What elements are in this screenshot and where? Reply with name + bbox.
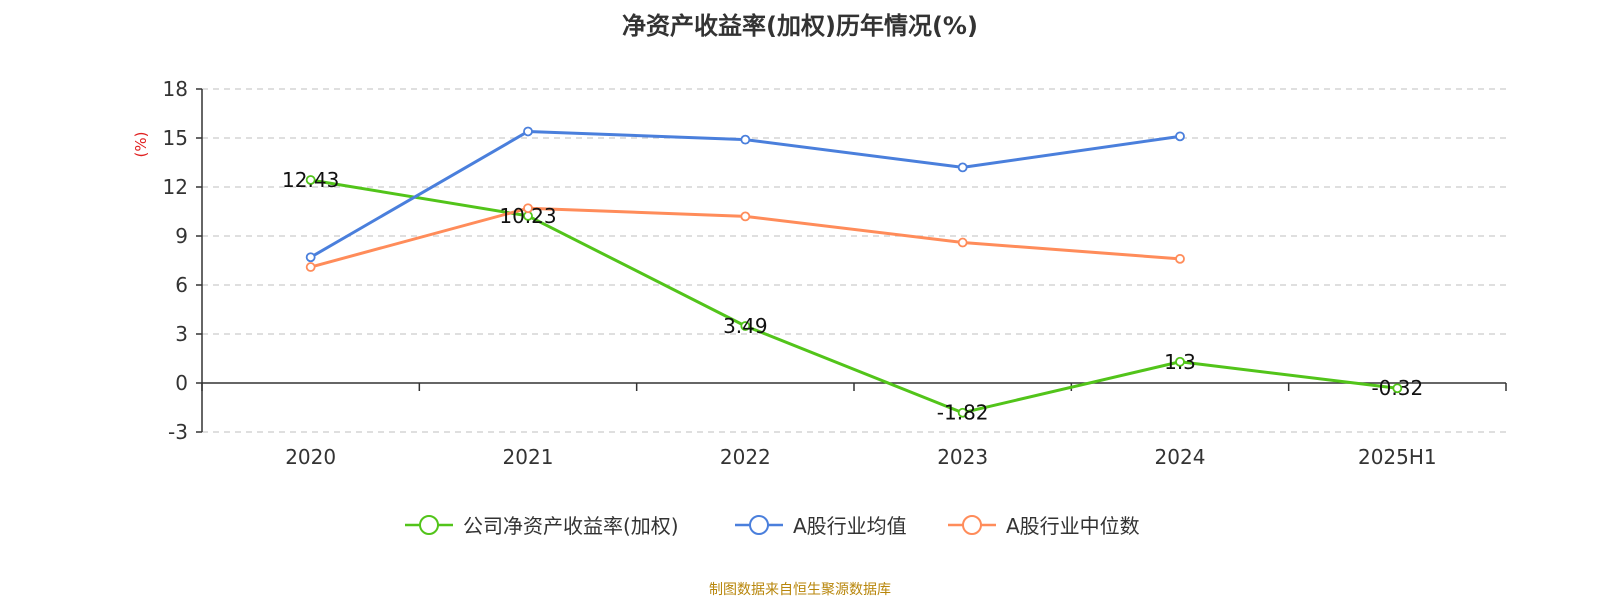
x-tick-label: 2024 xyxy=(1155,445,1206,469)
axes: -3 0 3 6 9 12 15 18 (%) 2020 2021 2022 2023 2024 2025H… xyxy=(132,77,1507,469)
y-tick-label: 0 xyxy=(175,371,188,395)
data-point[interactable] xyxy=(1175,131,1185,142)
series-line-1 xyxy=(310,178,1398,415)
y-tick-label: 18 xyxy=(163,77,188,101)
data-point[interactable] xyxy=(740,211,751,222)
legend-marker xyxy=(419,515,439,535)
data-point[interactable] xyxy=(1175,253,1185,264)
data-point[interactable] xyxy=(305,252,316,263)
source-note: 制图数据来自恒生聚源数据库 xyxy=(709,582,891,598)
legend-item-1[interactable]: 公司净资产收益率(加权) xyxy=(405,514,679,538)
data-label: -0.32 xyxy=(1371,376,1423,400)
y-tick-label: 6 xyxy=(175,273,188,297)
legend-label: 公司净资产收益率(加权) xyxy=(463,514,679,538)
data-label: 10.23 xyxy=(499,204,556,228)
data-labels: 12.43 10.23 3.49 -1.82 1.3 -0.32 xyxy=(282,168,1423,425)
x-tick-label: 2021 xyxy=(503,445,554,469)
series-lines xyxy=(305,126,1403,418)
y-tick-label: -3 xyxy=(168,420,188,444)
data-label: 3.49 xyxy=(723,314,768,338)
x-tick-label: 2020 xyxy=(285,445,336,469)
x-tick-label: 2022 xyxy=(720,445,771,469)
data-point[interactable] xyxy=(305,262,316,272)
legend-label: A股行业中位数 xyxy=(1006,514,1140,538)
series-line-2 xyxy=(309,129,1181,259)
data-point[interactable] xyxy=(1392,383,1403,394)
chart-title: 净资产收益率(加权)历年情况(%) xyxy=(622,12,978,40)
legend-item-3[interactable]: A股行业中位数 xyxy=(948,514,1140,538)
data-point[interactable] xyxy=(740,321,751,331)
y-tick-label: 3 xyxy=(175,322,188,346)
data-label: 12.43 xyxy=(282,168,339,192)
data-point[interactable] xyxy=(1175,356,1185,367)
x-tick-label: 2023 xyxy=(937,445,988,469)
legend-marker xyxy=(962,515,982,535)
data-point[interactable] xyxy=(523,126,533,137)
data-label: 1.3 xyxy=(1164,350,1196,374)
y-tick-label: 9 xyxy=(175,224,188,248)
data-label: -1.82 xyxy=(937,401,989,425)
data-point[interactable] xyxy=(957,237,968,248)
data-point[interactable] xyxy=(957,407,968,418)
grid-lines xyxy=(202,88,1506,433)
legend-marker xyxy=(749,515,769,535)
y-tick-label: 15 xyxy=(163,126,188,150)
x-tick-label: 2025H1 xyxy=(1358,445,1437,469)
legend-label: A股行业均值 xyxy=(793,514,907,538)
data-point[interactable] xyxy=(523,203,533,214)
data-point[interactable] xyxy=(740,134,751,145)
legend[interactable]: 公司净资产收益率(加权) A股行业均值 A股行业中位数 xyxy=(405,514,1140,538)
data-point[interactable] xyxy=(957,162,968,173)
y-tick-label: 12 xyxy=(163,175,188,199)
legend-item-2[interactable]: A股行业均值 xyxy=(735,514,907,538)
data-point[interactable] xyxy=(305,175,316,185)
y-axis-label: (%) xyxy=(132,132,150,158)
